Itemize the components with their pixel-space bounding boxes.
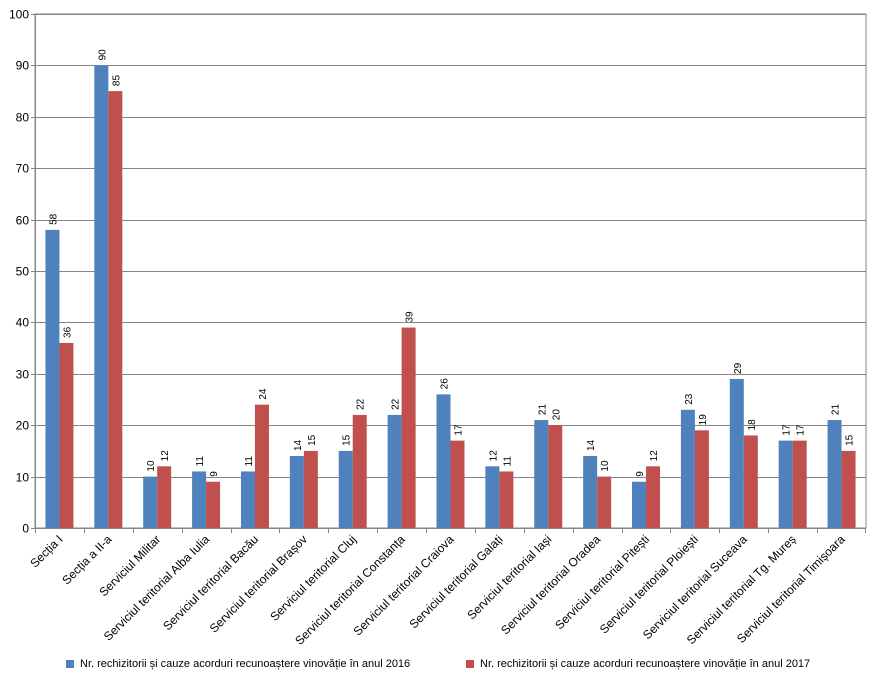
bar-2016 [680, 409, 695, 528]
bar-2016 [778, 440, 793, 528]
legend-label-2017: Nr. rechizitorii și cauze acorduri recun… [480, 658, 811, 670]
data-label: 39 [405, 311, 416, 323]
x-tick-label: Serviciul teritorial Craiova [351, 532, 457, 638]
y-tick-label: 60 [16, 214, 30, 228]
x-tick-label: Serviciul teritorial Oradea [498, 532, 603, 637]
data-label: 17 [782, 424, 793, 436]
data-label: 17 [454, 424, 465, 436]
data-label: 17 [796, 424, 807, 436]
data-label: 12 [160, 450, 171, 462]
bar-2017 [401, 327, 416, 528]
data-label: 11 [502, 456, 513, 467]
data-label: 21 [831, 403, 842, 415]
x-tick-label: Serviciul teritorial Ploiești [597, 532, 701, 636]
data-label: 21 [537, 403, 548, 415]
bar-2016 [192, 471, 207, 528]
x-tick-label: Serviciul teritorial Bacău [160, 532, 261, 633]
y-tick-label: 90 [16, 59, 30, 73]
bar-2017 [841, 450, 856, 528]
bar-2017 [108, 91, 123, 528]
legend-item-2017: Nr. rechizitorii și cauze acorduri recun… [466, 658, 810, 670]
data-label: 14 [586, 439, 597, 451]
data-label: 26 [440, 378, 451, 390]
legend-item-2016: Nr. rechizitorii și cauze acorduri recun… [66, 658, 410, 670]
bar-2016 [632, 481, 647, 528]
bar-2016 [240, 471, 255, 528]
data-label: 19 [698, 414, 709, 426]
x-tick-label: Serviciul teritorial Galați [406, 532, 505, 631]
bar-2016 [436, 394, 451, 528]
legend-label-2016: Nr. rechizitorii și cauze acorduri recun… [80, 658, 411, 670]
bar-2016 [729, 378, 744, 528]
data-label: 36 [62, 326, 73, 338]
legend-swatch-2016 [66, 660, 74, 668]
data-label: 15 [342, 434, 353, 446]
x-tick-label: Serviciul teritorial Brașov [207, 532, 310, 635]
data-label: 14 [293, 439, 304, 451]
bar-2016 [338, 450, 353, 528]
bar-2016 [827, 420, 842, 528]
data-label: 10 [600, 460, 611, 472]
bar-2017 [694, 430, 709, 528]
y-tick-label: 20 [16, 419, 30, 433]
data-label: 18 [747, 419, 758, 431]
data-label: 9 [209, 471, 220, 477]
y-tick-label: 100 [9, 8, 29, 22]
x-tick-label: Serviciul teritorial Iași [464, 532, 554, 622]
data-label: 23 [684, 393, 695, 405]
legend-swatch-2017 [466, 660, 474, 668]
data-label: 22 [391, 398, 402, 410]
data-label: 22 [356, 398, 367, 410]
bar-2017 [450, 440, 465, 528]
x-tick-label: Serviciul teritorial Cluj [267, 532, 358, 623]
x-tick-label: Secția I [27, 532, 65, 570]
bar-2017 [59, 342, 74, 528]
y-tick-label: 50 [16, 265, 30, 279]
data-label: 15 [845, 434, 856, 446]
data-label: 29 [733, 362, 744, 374]
bar-2017 [548, 425, 563, 528]
bar-2016 [143, 476, 158, 528]
bar-2016 [583, 456, 598, 528]
legend: Nr. rechizitorii și cauze acorduri recun… [0, 658, 873, 678]
y-tick-label: 80 [16, 111, 30, 125]
bar-2017 [303, 450, 318, 528]
data-label: 20 [551, 409, 562, 421]
bar-2016 [45, 229, 60, 528]
bar-2017 [254, 404, 269, 528]
y-tick-label: 40 [16, 316, 30, 330]
bar-2017 [352, 414, 367, 528]
bar-2016 [485, 466, 500, 528]
bar-2016 [94, 65, 109, 529]
bar-2017 [499, 471, 514, 528]
data-label: 11 [244, 456, 255, 467]
x-tick-label: Serviciul teritorial Pitești [552, 532, 652, 632]
bar-2016 [289, 456, 304, 528]
data-label: 85 [111, 75, 122, 87]
y-tick-label: 0 [22, 522, 29, 536]
data-label: 58 [48, 213, 59, 225]
data-label: 90 [97, 49, 108, 61]
data-label: 15 [307, 434, 318, 446]
bar-2017 [743, 435, 758, 528]
data-label: 9 [635, 471, 646, 477]
y-tick-label: 70 [16, 162, 30, 176]
data-label: 12 [488, 450, 499, 462]
bar-2016 [534, 420, 549, 528]
bar-2017 [792, 440, 807, 528]
data-label: 11 [195, 456, 206, 467]
bar-2017 [646, 466, 661, 528]
y-tick-label: 30 [16, 368, 30, 382]
data-label: 24 [258, 388, 269, 400]
data-label: 12 [649, 450, 660, 462]
bar-2017 [157, 466, 172, 528]
data-label: 10 [146, 460, 157, 472]
bar-2017 [206, 481, 221, 528]
bar-2017 [597, 476, 612, 528]
bar-2016 [387, 414, 402, 528]
y-tick-label: 10 [16, 471, 30, 485]
